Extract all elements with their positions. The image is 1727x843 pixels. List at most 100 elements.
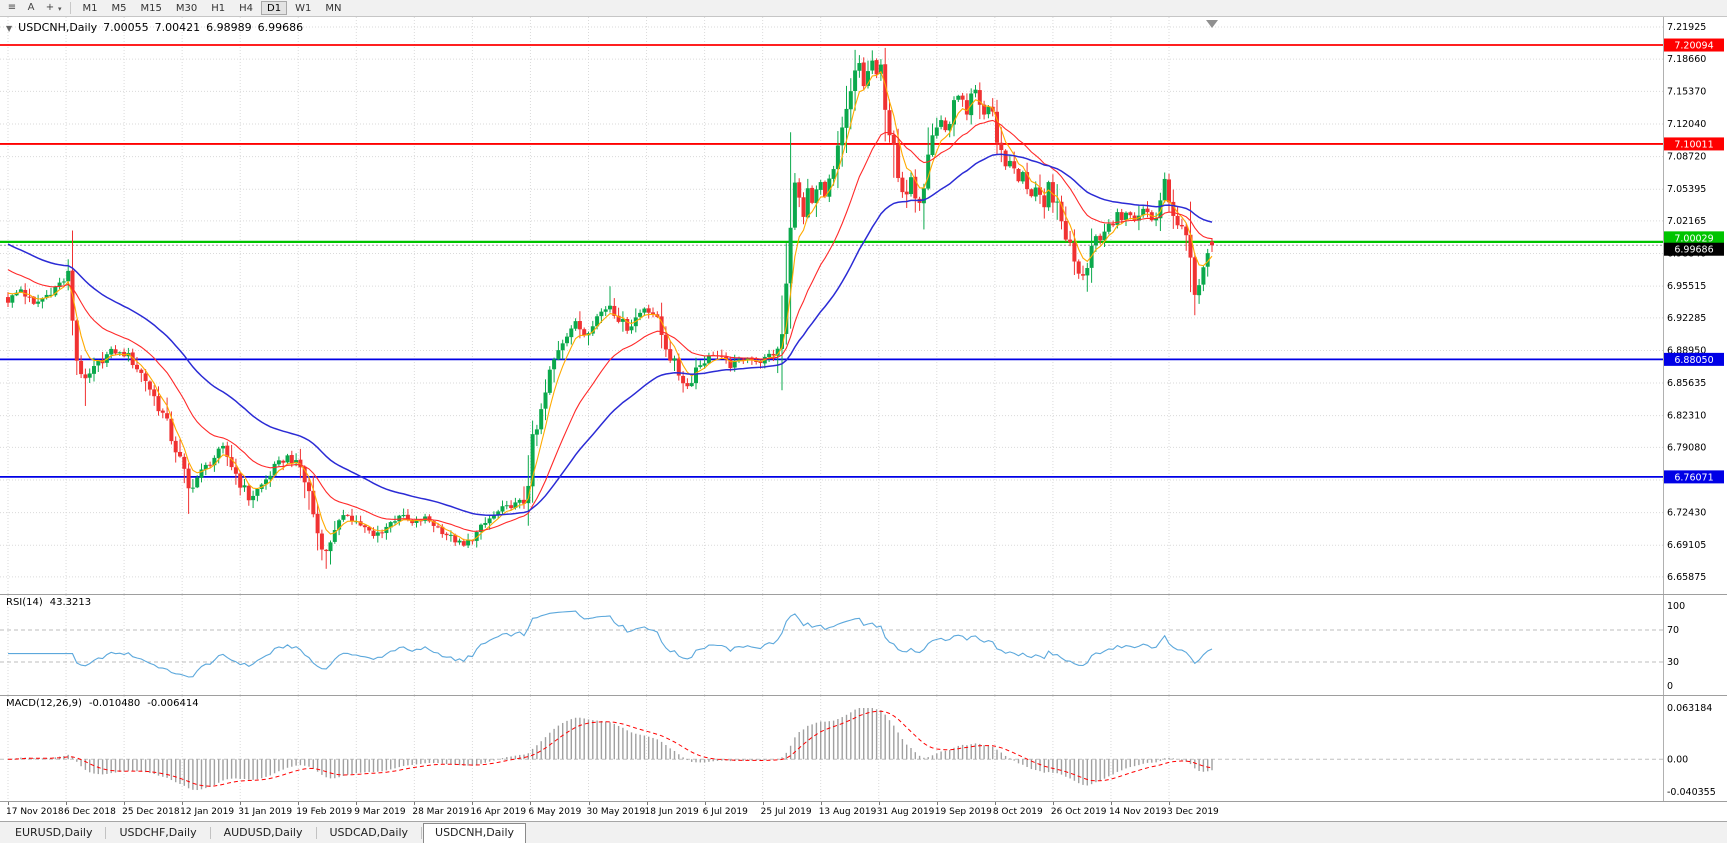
svg-text:0: 0 [1667,681,1673,692]
svg-text:0.00: 0.00 [1667,754,1688,765]
chart-list-icon[interactable]: ≡ [3,1,21,15]
x-axis-tick [879,802,880,805]
svg-text:7.02165: 7.02165 [1667,216,1706,227]
x-axis-label: 30 May 2019 [587,807,646,817]
x-axis-tick [1169,802,1170,805]
svg-text:7.05395: 7.05395 [1667,184,1706,195]
main-chart-panel[interactable]: 7.219257.186607.153707.120407.087207.053… [0,17,1727,594]
x-axis-label: 19 Sep 2019 [935,807,992,817]
macd-canvas[interactable]: 0.0631840.00-0.040355 [0,696,1727,801]
dropdown-caret-icon[interactable]: ▾ [58,5,62,13]
x-axis-label: 6 May 2019 [528,807,581,817]
timeframe-button-m30[interactable]: M30 [170,1,203,15]
trading-terminal-window: ≡A+ ▾ M1M5M15M30H1H4D1W1MN 7.219257.1866… [0,0,1727,843]
x-axis-tick [1053,802,1054,805]
x-axis-tick [298,802,299,805]
macd-title: MACD(12,26,9) [6,698,82,709]
crosshair-icon[interactable]: + [41,1,59,15]
symbol-collapse-icon[interactable]: ▼ [6,24,12,33]
svg-text:7.00029: 7.00029 [1674,233,1713,244]
timeframe-button-m1[interactable]: M1 [77,1,104,15]
macd-value: -0.010480 [89,698,140,709]
svg-text:6.76071: 6.76071 [1674,472,1713,483]
x-axis-tick [124,802,125,805]
x-axis-tick [240,802,241,805]
svg-text:6.95515: 6.95515 [1667,281,1706,292]
x-axis-label: 25 Jul 2019 [761,807,812,817]
rsi-panel[interactable]: 10070300 RSI(14)43.3213 [0,594,1727,695]
x-axis-label: 31 Jan 2019 [238,807,292,817]
chart-header: ▼USDCNH,Daily7.000557.004216.989896.9968… [6,21,309,34]
rsi-line [8,611,1212,677]
timeframe-toolbar: M1M5M15M30H1H4D1W1MN [76,1,349,15]
svg-text:6.85635: 6.85635 [1667,378,1706,389]
svg-text:7.15370: 7.15370 [1667,86,1706,97]
chart-shift-marker [1206,20,1218,28]
macd-signal-value: -0.006414 [147,698,198,709]
macd-header: MACD(12,26,9) -0.010480 -0.006414 [6,698,206,709]
x-axis-tick [530,802,531,805]
price-chart-canvas[interactable]: 7.219257.186607.153707.120407.087207.053… [0,17,1727,594]
timeframe-button-h4[interactable]: H4 [233,1,259,15]
x-axis-label: 28 Mar 2019 [412,807,469,817]
svg-text:6.79080: 6.79080 [1667,442,1706,453]
tab-separator [105,827,106,839]
x-axis-tick [1111,802,1112,805]
svg-text:7.21925: 7.21925 [1667,22,1706,33]
x-axis-label: 14 Nov 2019 [1109,807,1167,817]
x-axis-tick [8,802,9,805]
svg-text:0.063184: 0.063184 [1667,703,1712,714]
ohlc-high: 7.00421 [155,21,201,34]
x-axis-label: 18 Jun 2019 [645,807,699,817]
x-axis-tick [356,802,357,805]
tab-eurusd-daily[interactable]: EURUSD,Daily [3,823,104,842]
timeframe-button-h1[interactable]: H1 [205,1,231,15]
rsi-canvas[interactable]: 10070300 [0,595,1727,695]
svg-text:6.82310: 6.82310 [1667,411,1706,422]
x-axis-tick [414,802,415,805]
x-axis-tick [182,802,183,805]
svg-text:6.88050: 6.88050 [1674,355,1713,366]
x-axis-label: 19 Feb 2019 [296,807,352,817]
x-axis-label: 6 Dec 2018 [64,807,116,817]
text-tool-icon[interactable]: A [22,1,40,15]
tab-usdcad-daily[interactable]: USDCAD,Daily [318,823,421,842]
timeframe-button-w1[interactable]: W1 [289,1,317,15]
svg-text:6.99686: 6.99686 [1674,245,1713,256]
x-axis-label: 6 Jul 2019 [703,807,748,817]
tab-usdchf-daily[interactable]: USDCHF,Daily [107,823,208,842]
price-scale: 7.219257.186607.153707.120407.087207.053… [1664,17,1725,594]
tab-usdcnh-daily[interactable]: USDCNH,Daily [423,823,526,843]
symbol-period-label: USDCNH,Daily [18,21,97,34]
top-toolbar: ≡A+ ▾ M1M5M15M30H1H4D1W1MN [0,0,1727,17]
svg-text:6.72430: 6.72430 [1667,508,1706,519]
x-axis-label: 9 Mar 2019 [354,807,405,817]
timeframe-button-m5[interactable]: M5 [106,1,133,15]
x-axis-label: 31 Aug 2019 [877,807,935,817]
time-axis[interactable]: 17 Nov 20186 Dec 201825 Dec 201812 Jan 2… [0,801,1727,821]
x-axis-tick [937,802,938,805]
x-axis-tick [821,802,822,805]
svg-text:7.10011: 7.10011 [1674,139,1713,150]
tab-audusd-daily[interactable]: AUDUSD,Daily [212,823,315,842]
x-axis-tick [705,802,706,805]
x-axis-label: 17 Nov 2018 [6,807,64,817]
ohlc-open: 7.00055 [103,21,149,34]
svg-text:6.92285: 6.92285 [1667,313,1706,324]
tab-separator [421,827,422,839]
candles-layer [6,48,1214,569]
timeframe-button-d1[interactable]: D1 [261,1,287,15]
macd-panel[interactable]: 0.0631840.00-0.040355 MACD(12,26,9)-0.01… [0,695,1727,801]
tab-separator [210,827,211,839]
rsi-value: 43.3213 [50,597,91,608]
svg-text:30: 30 [1667,657,1679,668]
svg-text:70: 70 [1667,625,1679,636]
x-axis-tick [647,802,648,805]
timeframe-button-m15[interactable]: M15 [135,1,168,15]
x-axis-label: 12 Jan 2019 [180,807,234,817]
timeframe-button-mn[interactable]: MN [319,1,347,15]
tab-separator [316,827,317,839]
x-axis-tick [66,802,67,805]
ohlc-low: 6.98989 [206,21,252,34]
chart-tab-bar: EURUSD,DailyUSDCHF,DailyAUDUSD,DailyUSDC… [0,821,1727,843]
